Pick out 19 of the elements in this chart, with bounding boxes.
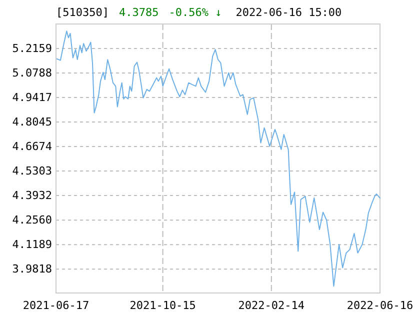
y-tick-label: 4.5303 xyxy=(12,164,52,178)
x-tick-label: 2022-02-14 xyxy=(238,298,305,312)
y-tick-label: 3.9818 xyxy=(12,262,52,276)
x-tick-label: 2022-06-16 xyxy=(346,298,414,312)
y-tick-label: 4.6674 xyxy=(12,140,52,154)
y-tick-label: 4.9417 xyxy=(12,91,52,104)
y-tick-label: 5.0788 xyxy=(12,66,52,80)
text: -0.56% ↓ xyxy=(168,6,222,19)
text: 4.3785 xyxy=(118,6,159,19)
text: 2022-06-16 15:00 xyxy=(236,6,342,19)
line-series xyxy=(56,30,380,287)
y-tick-label: 5.2159 xyxy=(12,42,52,56)
y-tick-label: 4.8045 xyxy=(12,116,52,129)
chart-title: [510350] xyxy=(56,6,109,19)
x-tick-label: 2021-10-15 xyxy=(130,298,196,312)
x-tick-label: 2021-06-17 xyxy=(22,298,90,312)
y-tick-label: 4.2560 xyxy=(12,214,52,227)
y-tick-label: 4.3932 xyxy=(12,189,52,202)
y-tick-label: 4.1189 xyxy=(12,238,52,252)
